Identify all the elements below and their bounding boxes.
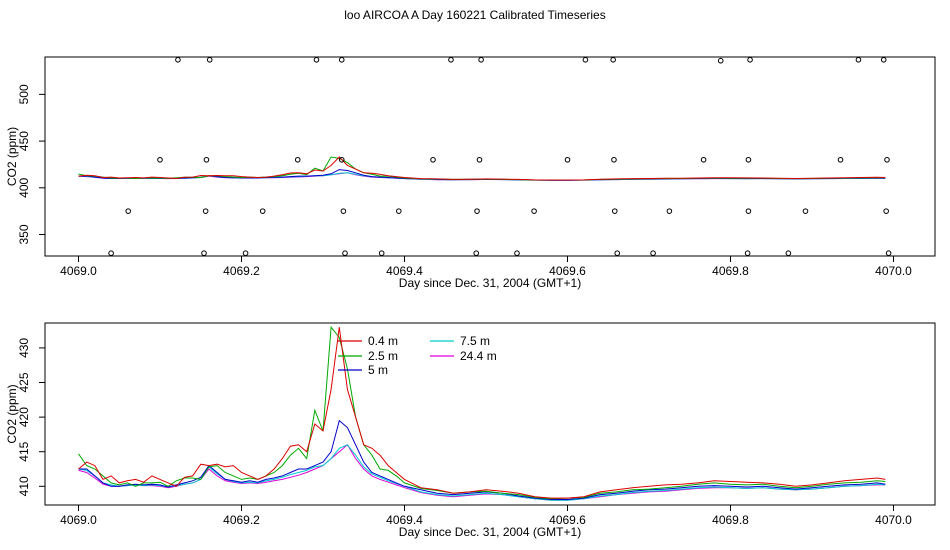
outlier-point [476, 156, 483, 163]
outlier-point [614, 250, 621, 256]
outlier-point [700, 156, 707, 163]
outlier-point [125, 208, 132, 214]
outlier-point [242, 250, 249, 256]
plot-frame [44, 322, 936, 506]
outlier-point [478, 57, 484, 63]
x-tick-label: 4069.6 [549, 264, 586, 278]
legend-label: 0.4 m [368, 334, 398, 348]
outlier-point [611, 208, 618, 214]
outlier-point [582, 57, 589, 63]
chart-title: loo AIRCOA A Day 160221 Calibrated Times… [344, 8, 606, 22]
outlier-point [201, 250, 207, 256]
series-line-0-4-m [78, 156, 886, 181]
outlier-point [514, 250, 520, 256]
outlier-point [430, 156, 436, 163]
outlier-point [611, 156, 617, 163]
outlier-point [203, 156, 210, 163]
outlier-point [157, 156, 163, 163]
outlier-point [564, 156, 571, 163]
outlier-point [294, 156, 301, 163]
outlier-point [378, 250, 385, 256]
y-tick-label: 410 [17, 476, 31, 496]
x-tick-label: 4069.4 [386, 264, 423, 278]
y-tick-label: 425 [17, 372, 31, 392]
y-tick-label: 400 [17, 177, 31, 197]
outlier-point [448, 57, 454, 63]
outlier-point [745, 208, 752, 214]
outlier-point [313, 57, 320, 63]
y-axis-label: CO2 (ppm) [5, 127, 19, 186]
legend-label: 2.5 m [368, 349, 398, 363]
outlier-point [175, 57, 181, 63]
x-tick-label: 4070.0 [875, 264, 912, 278]
y-tick-label: 415 [17, 441, 31, 461]
outlier-point [342, 250, 348, 256]
x-tick-label: 4069.2 [223, 264, 260, 278]
x-tick-label: 4069.0 [60, 264, 97, 278]
y-tick-label: 450 [17, 131, 31, 151]
top-panel: 4069.0 4069.2 4069.4 4069.6 4069.8 4070.0 350 4… [5, 56, 936, 290]
outlier-point [474, 208, 480, 214]
outlier-point [745, 156, 752, 163]
outlier-point [885, 250, 892, 256]
outlier-point [717, 57, 724, 64]
outlier-point [610, 57, 616, 63]
outlier-point [837, 156, 844, 163]
outlier-point [744, 250, 751, 256]
outlier-point [531, 208, 537, 214]
outlier-point [108, 250, 114, 256]
y-tick-label: 500 [17, 84, 31, 104]
x-axis-label: Day since Dec. 31, 2004 (GMT+1) [399, 276, 581, 290]
outlier-point [884, 156, 890, 163]
outlier-point [338, 156, 345, 163]
series-line-0-4-m [78, 327, 886, 499]
series-line-24-4-m [78, 444, 886, 501]
x-tick-label: 4069.8 [712, 513, 749, 527]
legend-label: 24.4 m [460, 349, 497, 363]
x-tick-label: 4069.2 [223, 513, 260, 527]
y-tick-label: 350 [17, 224, 31, 244]
outlier-point [259, 208, 266, 214]
x-tick-label: 4069.8 [712, 264, 749, 278]
outlier-point [883, 208, 889, 214]
y-tick-label: 430 [17, 338, 31, 358]
x-tick-label: 4069.4 [386, 513, 423, 527]
outlier-point [880, 57, 887, 63]
outlier-point [747, 57, 753, 63]
x-tick-label: 4069.0 [60, 513, 97, 527]
legend-label: 7.5 m [460, 334, 490, 348]
plot-frame [44, 56, 936, 257]
outlier-point [650, 250, 656, 256]
bottom-panel: 4069.0 4069.2 4069.4 4069.6 4069.8 4070.0 410 4… [5, 322, 936, 539]
outlier-point [395, 208, 402, 214]
legend-label: 5 m [368, 363, 388, 377]
x-axis-label: Day since Dec. 31, 2004 (GMT+1) [399, 525, 581, 539]
y-tick-label: 420 [17, 407, 31, 427]
outlier-point [202, 208, 209, 214]
outlier-point [206, 57, 213, 63]
outlier-point [785, 250, 792, 256]
x-tick-label: 4070.0 [875, 513, 912, 527]
outlier-point [338, 57, 345, 63]
outlier-point [802, 208, 809, 214]
outlier-point [666, 208, 673, 214]
outlier-point [340, 208, 347, 214]
x-tick-label: 4069.6 [549, 513, 586, 527]
outlier-point [473, 250, 480, 256]
outlier-point [855, 57, 862, 63]
y-axis-label: CO2 (ppm) [5, 384, 19, 443]
